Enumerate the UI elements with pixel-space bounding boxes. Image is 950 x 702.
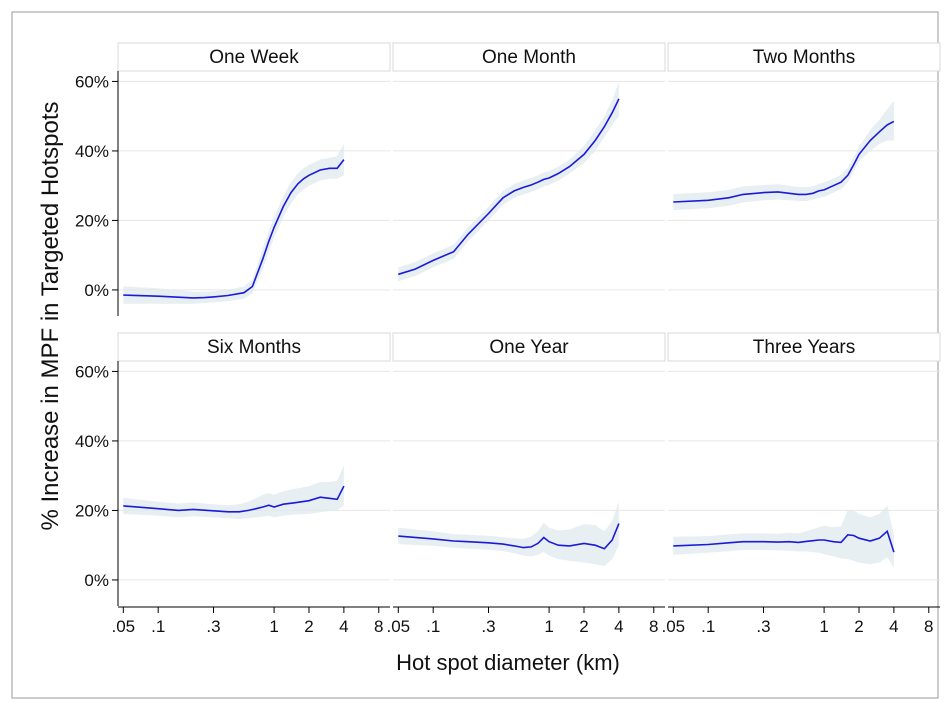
series-line bbox=[673, 529, 895, 553]
x-tick-label: 1 bbox=[819, 617, 828, 636]
panel-strip bbox=[667, 42, 941, 72]
x-tick-label: .3 bbox=[206, 617, 220, 636]
y-tick-label: 40% bbox=[75, 432, 109, 451]
confidence-band bbox=[673, 505, 894, 568]
panel-one-month: One Month bbox=[392, 42, 666, 291]
x-tick-label: 1 bbox=[269, 617, 278, 636]
x-tick-label: 2 bbox=[854, 617, 863, 636]
confidence-band bbox=[123, 465, 344, 520]
x-tick-label: 4 bbox=[339, 617, 348, 636]
panel-title: Two Months bbox=[753, 47, 855, 68]
x-axis-title: Hot spot diameter (km) bbox=[396, 650, 620, 675]
x-axis: .05 .1 .3 1 2 4 8 bbox=[386, 606, 665, 636]
panel-strip bbox=[117, 42, 391, 72]
x-tick-label: 8 bbox=[374, 617, 383, 636]
series-line bbox=[398, 98, 620, 276]
series-line bbox=[123, 485, 345, 513]
panels: One Week One Month Two Months Six Months One… bbox=[117, 42, 941, 581]
x-tick-label: 1 bbox=[544, 617, 553, 636]
x-tick-label: .1 bbox=[701, 617, 715, 636]
panel-strip bbox=[667, 332, 941, 362]
series-line bbox=[673, 120, 895, 203]
x-tick-label: 2 bbox=[304, 617, 313, 636]
x-axes: .05.1.3 1 2 4 8.05.1.3 1 2 4 8.05.1.3 1 2 4 8 bbox=[111, 606, 940, 636]
series-line bbox=[398, 523, 620, 550]
y-tick-label: 20% bbox=[75, 211, 109, 230]
x-tick-label: 8 bbox=[649, 617, 658, 636]
panel-strip bbox=[117, 332, 391, 362]
x-tick-label: 4 bbox=[614, 617, 623, 636]
y-tick-label: 0% bbox=[84, 571, 109, 590]
y-tick-label: 0% bbox=[84, 281, 109, 300]
panel-title: Three Years bbox=[753, 337, 855, 358]
x-tick-label: .3 bbox=[756, 617, 770, 636]
y-tick-label: 60% bbox=[75, 362, 109, 381]
y-axis: 0% 20% 40% 60% bbox=[75, 361, 119, 606]
series-line bbox=[123, 159, 345, 299]
y-tick-label: 20% bbox=[75, 501, 109, 520]
y-tick-label: 60% bbox=[75, 72, 109, 91]
y-axis: 0% 20% 40% 60% bbox=[75, 71, 119, 316]
panel-title: One Year bbox=[489, 337, 569, 358]
x-tick-label: .05 bbox=[386, 617, 410, 636]
x-tick-label: 2 bbox=[579, 617, 588, 636]
y-axes: 0% 20% 40% 60% 0% 20% 40% 60% bbox=[75, 71, 119, 606]
x-tick-label: .1 bbox=[151, 617, 165, 636]
panel-strip bbox=[392, 42, 666, 72]
y-tick-label: 40% bbox=[75, 142, 109, 161]
panel-one-year: One Year bbox=[392, 332, 666, 581]
x-tick-label: .3 bbox=[481, 617, 495, 636]
panel-two-months: Two Months bbox=[667, 42, 941, 291]
x-tick-label: .05 bbox=[661, 617, 685, 636]
x-axis: .05 .1 .3 1 2 4 8 bbox=[661, 606, 940, 636]
panel-one-week: One Week bbox=[117, 42, 391, 304]
panel-strip bbox=[392, 332, 666, 362]
confidence-band bbox=[398, 501, 619, 566]
panel-title: One Week bbox=[209, 47, 299, 68]
x-tick-label: 4 bbox=[889, 617, 898, 636]
x-tick-label: .05 bbox=[111, 617, 135, 636]
x-axis: .05 .1 .3 1 2 4 8 bbox=[111, 606, 390, 636]
x-tick-label: .1 bbox=[426, 617, 440, 636]
confidence-band bbox=[123, 144, 344, 304]
panel-title: Six Months bbox=[207, 337, 301, 358]
panel-title: One Month bbox=[482, 47, 576, 68]
panel-six-months: Six Months bbox=[117, 332, 391, 581]
panel-three-years: Three Years bbox=[667, 332, 941, 581]
y-axis-title: % Increase in MPF in Targeted Hotspots bbox=[37, 101, 64, 530]
confidence-band bbox=[398, 81, 619, 282]
x-tick-label: 8 bbox=[924, 617, 933, 636]
